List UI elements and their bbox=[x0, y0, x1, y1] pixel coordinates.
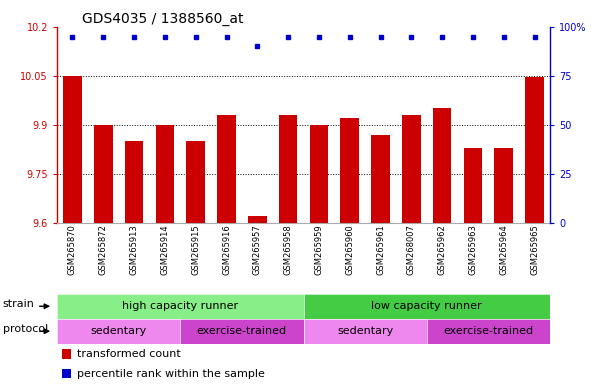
Text: exercise-trained: exercise-trained bbox=[444, 326, 533, 336]
Bar bbox=[371, 134, 390, 223]
Bar bbox=[156, 125, 174, 223]
Bar bbox=[62, 369, 71, 378]
Text: GDS4035 / 1388560_at: GDS4035 / 1388560_at bbox=[82, 12, 243, 26]
Text: transformed count: transformed count bbox=[77, 349, 180, 359]
Bar bbox=[279, 115, 297, 223]
Bar bbox=[310, 125, 328, 223]
Bar bbox=[248, 216, 267, 223]
Text: protocol: protocol bbox=[2, 324, 48, 334]
Bar bbox=[125, 141, 144, 223]
Text: sedentary: sedentary bbox=[91, 326, 147, 336]
Text: high capacity runner: high capacity runner bbox=[122, 301, 239, 311]
Bar bbox=[495, 147, 513, 223]
Bar bbox=[218, 115, 236, 223]
Bar bbox=[464, 147, 482, 223]
Text: low capacity runner: low capacity runner bbox=[371, 301, 482, 311]
Bar bbox=[62, 349, 71, 359]
Bar bbox=[63, 76, 82, 223]
Text: strain: strain bbox=[2, 299, 35, 309]
Text: exercise-trained: exercise-trained bbox=[197, 326, 287, 336]
Bar bbox=[340, 118, 359, 223]
Text: sedentary: sedentary bbox=[337, 326, 393, 336]
Bar bbox=[94, 125, 112, 223]
Bar bbox=[186, 141, 205, 223]
Text: percentile rank within the sample: percentile rank within the sample bbox=[77, 369, 264, 379]
Bar bbox=[402, 115, 421, 223]
Bar bbox=[433, 108, 451, 223]
Bar bbox=[525, 77, 544, 223]
